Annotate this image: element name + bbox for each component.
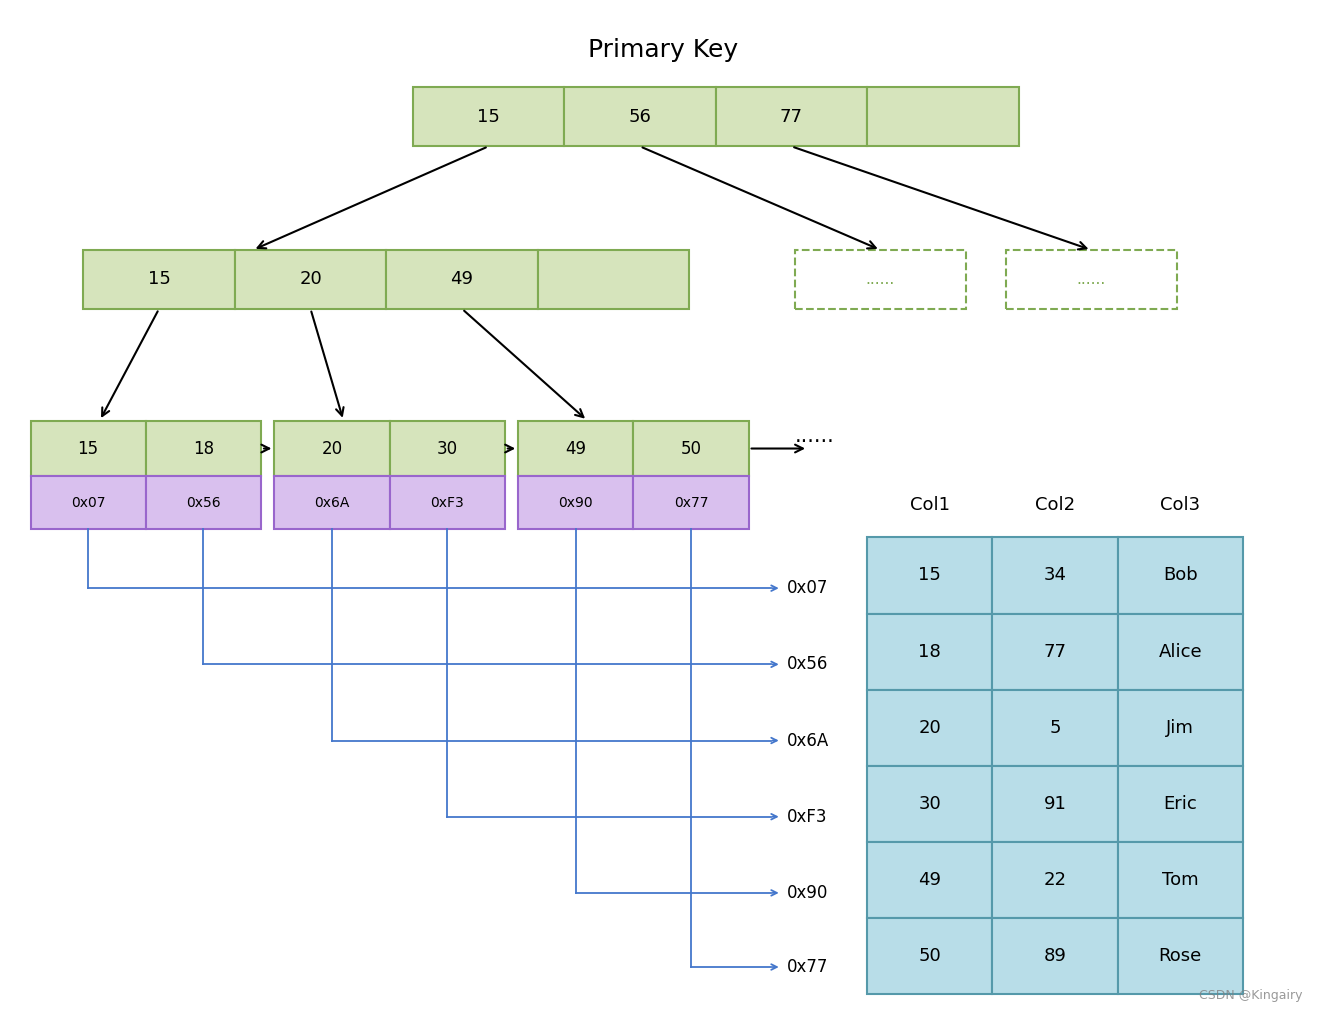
Text: 77: 77 <box>780 108 804 126</box>
FancyBboxPatch shape <box>146 476 261 529</box>
Text: 49: 49 <box>451 270 473 289</box>
Text: Jim: Jim <box>1167 719 1195 737</box>
Text: 49: 49 <box>565 439 586 458</box>
Text: Rose: Rose <box>1159 947 1201 966</box>
FancyBboxPatch shape <box>1118 613 1242 690</box>
Text: 91: 91 <box>1044 795 1066 813</box>
Text: 0xF3: 0xF3 <box>786 808 827 825</box>
FancyBboxPatch shape <box>1118 538 1242 613</box>
FancyBboxPatch shape <box>235 250 386 309</box>
Text: 0x56: 0x56 <box>786 655 829 674</box>
FancyBboxPatch shape <box>1118 690 1242 766</box>
Text: 77: 77 <box>1044 643 1066 660</box>
Text: 22: 22 <box>1044 871 1066 889</box>
Text: 0x90: 0x90 <box>786 884 829 902</box>
Text: ......: ...... <box>866 272 895 287</box>
Text: 89: 89 <box>1044 947 1066 966</box>
FancyBboxPatch shape <box>992 766 1118 842</box>
Text: 49: 49 <box>919 871 941 889</box>
Text: 20: 20 <box>300 270 322 289</box>
Text: 34: 34 <box>1044 566 1066 585</box>
FancyBboxPatch shape <box>518 421 634 476</box>
FancyBboxPatch shape <box>30 421 146 476</box>
FancyBboxPatch shape <box>30 476 146 529</box>
FancyBboxPatch shape <box>1118 919 1242 994</box>
FancyBboxPatch shape <box>1118 766 1242 842</box>
Text: Col2: Col2 <box>1036 496 1075 514</box>
Text: 0x77: 0x77 <box>674 496 708 510</box>
FancyBboxPatch shape <box>390 476 505 529</box>
FancyBboxPatch shape <box>564 87 716 146</box>
Text: 18: 18 <box>192 439 213 458</box>
Text: 50: 50 <box>680 439 701 458</box>
Text: 0x56: 0x56 <box>186 496 220 510</box>
Text: 50: 50 <box>919 947 941 966</box>
FancyBboxPatch shape <box>274 476 390 529</box>
Text: 0x90: 0x90 <box>558 496 593 510</box>
Text: 0x6A: 0x6A <box>786 731 829 750</box>
Text: 0x77: 0x77 <box>786 958 829 976</box>
Text: CSDN @Kingairy: CSDN @Kingairy <box>1199 988 1302 1001</box>
Text: 0x07: 0x07 <box>786 580 829 597</box>
Text: Tom: Tom <box>1162 871 1199 889</box>
Text: 0x6A: 0x6A <box>314 496 350 510</box>
Text: ......: ...... <box>1077 272 1106 287</box>
Text: 30: 30 <box>919 795 941 813</box>
FancyBboxPatch shape <box>992 538 1118 613</box>
FancyBboxPatch shape <box>390 421 505 476</box>
Text: 18: 18 <box>919 643 941 660</box>
Text: 15: 15 <box>78 439 98 458</box>
Text: ......: ...... <box>794 426 834 445</box>
FancyBboxPatch shape <box>867 842 992 919</box>
FancyBboxPatch shape <box>867 919 992 994</box>
Text: 20: 20 <box>321 439 342 458</box>
FancyBboxPatch shape <box>386 250 538 309</box>
Text: Col1: Col1 <box>910 496 949 514</box>
FancyBboxPatch shape <box>634 476 749 529</box>
Text: 30: 30 <box>436 439 457 458</box>
FancyBboxPatch shape <box>992 842 1118 919</box>
Text: Col3: Col3 <box>1160 496 1200 514</box>
Text: 5: 5 <box>1049 719 1061 737</box>
Text: 15: 15 <box>147 270 171 289</box>
Text: 15: 15 <box>477 108 500 126</box>
FancyBboxPatch shape <box>867 538 992 613</box>
Text: Eric: Eric <box>1163 795 1197 813</box>
FancyBboxPatch shape <box>1118 842 1242 919</box>
FancyBboxPatch shape <box>634 421 749 476</box>
Text: 15: 15 <box>919 566 941 585</box>
FancyBboxPatch shape <box>716 87 867 146</box>
Text: 20: 20 <box>919 719 941 737</box>
FancyBboxPatch shape <box>518 476 634 529</box>
FancyBboxPatch shape <box>867 613 992 690</box>
FancyBboxPatch shape <box>538 250 690 309</box>
FancyBboxPatch shape <box>412 87 564 146</box>
Text: 0x07: 0x07 <box>70 496 106 510</box>
FancyBboxPatch shape <box>992 690 1118 766</box>
FancyBboxPatch shape <box>867 87 1018 146</box>
FancyBboxPatch shape <box>274 421 390 476</box>
Text: Alice: Alice <box>1159 643 1201 660</box>
FancyBboxPatch shape <box>146 421 261 476</box>
Text: 0xF3: 0xF3 <box>431 496 464 510</box>
FancyBboxPatch shape <box>1005 250 1177 309</box>
FancyBboxPatch shape <box>992 919 1118 994</box>
FancyBboxPatch shape <box>992 613 1118 690</box>
FancyBboxPatch shape <box>84 250 235 309</box>
FancyBboxPatch shape <box>794 250 967 309</box>
Text: 56: 56 <box>629 108 651 126</box>
Text: Primary Key: Primary Key <box>587 38 739 61</box>
FancyBboxPatch shape <box>867 690 992 766</box>
Text: Bob: Bob <box>1163 566 1197 585</box>
FancyBboxPatch shape <box>867 766 992 842</box>
